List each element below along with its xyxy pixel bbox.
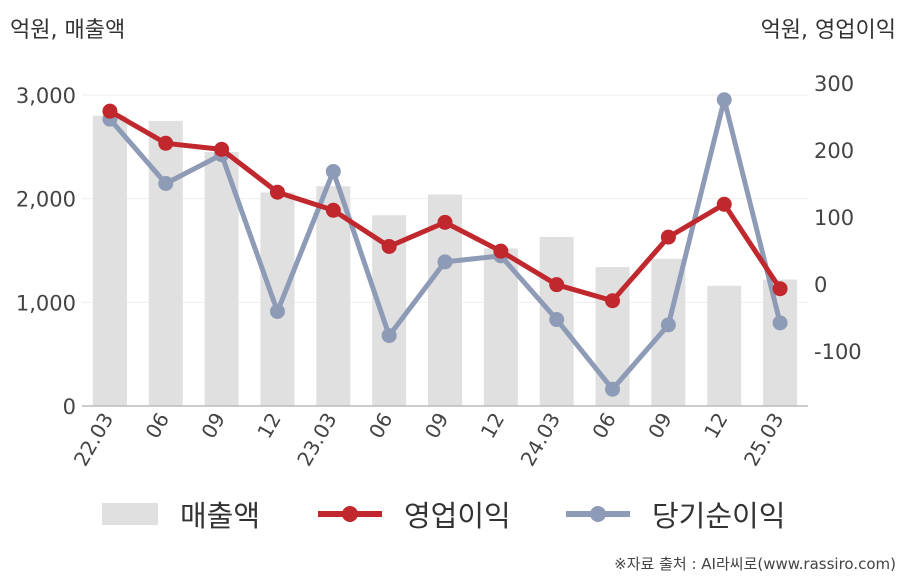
legend-line-swatch-gray <box>566 503 630 525</box>
right-tick-label: 0 <box>814 273 827 297</box>
legend-item-revenue: 매출액 <box>102 492 260 536</box>
net-income-point <box>549 312 565 328</box>
combo-chart: 0 1,000 2,000 3,000 -100 0 100 200 300 22.03 06 09 1… <box>16 72 862 471</box>
x-tick-label: 06 <box>141 409 175 443</box>
revenue-bar <box>260 192 295 406</box>
x-tick-label: 06 <box>364 409 398 443</box>
x-tick-label: 12 <box>252 409 286 443</box>
revenue-bar <box>707 285 742 406</box>
revenue-bar <box>204 152 239 406</box>
x-tick-label: 09 <box>196 409 230 443</box>
right-tick-label: 200 <box>814 139 854 163</box>
right-tick-label: -100 <box>814 340 862 364</box>
legend-line-swatch-red <box>318 503 382 525</box>
x-tick-label: 22.03 <box>69 409 118 471</box>
operating-profit-point <box>325 202 341 218</box>
x-tick-label: 09 <box>643 409 677 443</box>
left-axis-unit: 억원, 매출액 <box>10 18 126 43</box>
legend-label-revenue: 매출액 <box>180 499 261 533</box>
net-income-point <box>158 176 174 191</box>
legend-label-net-income: 당기순이익 <box>652 499 786 533</box>
operating-profit-point <box>214 141 230 157</box>
legend-item-operating-profit: 영업이익 <box>318 492 511 536</box>
x-tick-label: 12 <box>699 409 733 443</box>
source-note: ※자료 출처 : AI라씨로(www.rassiro.com) <box>614 555 896 573</box>
revenue-bar <box>483 248 518 406</box>
x-tick-label: 24.03 <box>516 409 565 471</box>
net-income-point <box>269 303 285 319</box>
right-tick-label: 300 <box>814 72 854 96</box>
right-axis-unit: 억원, 영업이익 <box>760 18 896 43</box>
left-tick-label: 2,000 <box>16 188 76 212</box>
legend-bar-swatch <box>102 503 158 525</box>
operating-profit-point <box>269 184 285 200</box>
operating-profit-point <box>493 243 509 259</box>
operating-profit-point <box>549 277 565 293</box>
operating-profit-point <box>660 229 676 245</box>
operating-profit-point <box>381 238 397 254</box>
operating-profit-point <box>605 293 621 309</box>
x-tick-label: 09 <box>420 409 454 443</box>
net-income-point <box>381 328 397 344</box>
net-income-point <box>437 254 453 270</box>
net-income-point <box>325 163 341 179</box>
x-tick-label: 25.03 <box>739 409 788 471</box>
net-income-point <box>772 315 788 331</box>
legend-item-net-income: 당기순이익 <box>566 492 785 536</box>
operating-profit-point <box>437 214 453 230</box>
left-tick-label: 0 <box>63 395 76 419</box>
net-income-point <box>660 317 676 333</box>
chart-legend: 매출액 영업이익 당기순이익 <box>0 492 908 542</box>
revenue-bar <box>763 279 798 406</box>
x-tick-label: 12 <box>476 409 510 443</box>
net-income-point <box>605 381 621 397</box>
x-tick-label: 06 <box>587 409 621 443</box>
right-tick-label: 100 <box>814 206 854 230</box>
operating-profit-point <box>102 103 118 119</box>
revenue-bar <box>316 186 351 406</box>
operating-profit-point <box>716 196 732 212</box>
net-income-point <box>716 92 732 108</box>
operating-profit-point <box>772 281 788 297</box>
legend-label-operating-profit: 영업이익 <box>404 499 511 533</box>
revenue-bar <box>92 115 127 406</box>
x-tick-label: 23.03 <box>292 409 341 471</box>
left-tick-label: 3,000 <box>16 84 76 108</box>
revenue-bar <box>148 120 183 407</box>
operating-profit-point <box>158 135 174 151</box>
left-tick-label: 1,000 <box>16 291 76 315</box>
